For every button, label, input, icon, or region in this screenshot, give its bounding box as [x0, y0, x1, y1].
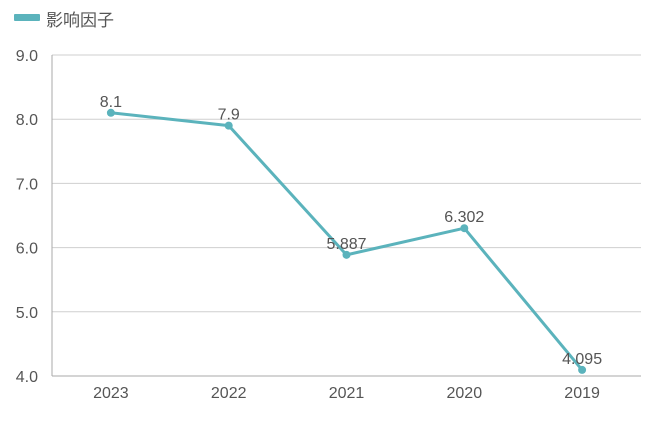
- x-tick-label: 2023: [93, 385, 129, 402]
- x-tick-label: 2020: [447, 385, 483, 402]
- data-label: 8.1: [100, 94, 122, 111]
- data-point: [460, 224, 469, 233]
- legend: 影响因子: [14, 11, 114, 30]
- grid: [51, 54, 641, 377]
- x-tick-label: 2022: [211, 385, 247, 402]
- data-labels: 8.1 7.9 5.887 6.302 4.095: [100, 94, 602, 368]
- data-point: [224, 121, 233, 130]
- y-tick-label: 9.0: [16, 48, 38, 65]
- data-point: [342, 250, 351, 259]
- legend-label: 影响因子: [46, 11, 114, 30]
- data-point: [106, 108, 115, 117]
- y-tick-label: 7.0: [16, 176, 38, 193]
- y-axis-ticks: 4.0 5.0 6.0 7.0 8.0 9.0: [16, 48, 38, 386]
- y-tick-label: 5.0: [16, 305, 38, 322]
- y-tick-label: 6.0: [16, 241, 38, 258]
- series-line-group: [106, 108, 587, 374]
- data-point: [578, 365, 587, 374]
- x-tick-label: 2019: [564, 385, 600, 402]
- y-tick-label: 4.0: [16, 369, 38, 386]
- y-tick-label: 8.0: [16, 112, 38, 129]
- data-label: 4.095: [562, 351, 602, 368]
- data-label: 6.302: [444, 209, 484, 226]
- data-label: 5.887: [326, 236, 366, 253]
- x-axis-ticks: 2023 2022 2021 2020 2019: [93, 385, 600, 402]
- data-label: 7.9: [218, 107, 240, 124]
- legend-swatch: [14, 14, 40, 21]
- x-tick-label: 2021: [329, 385, 365, 402]
